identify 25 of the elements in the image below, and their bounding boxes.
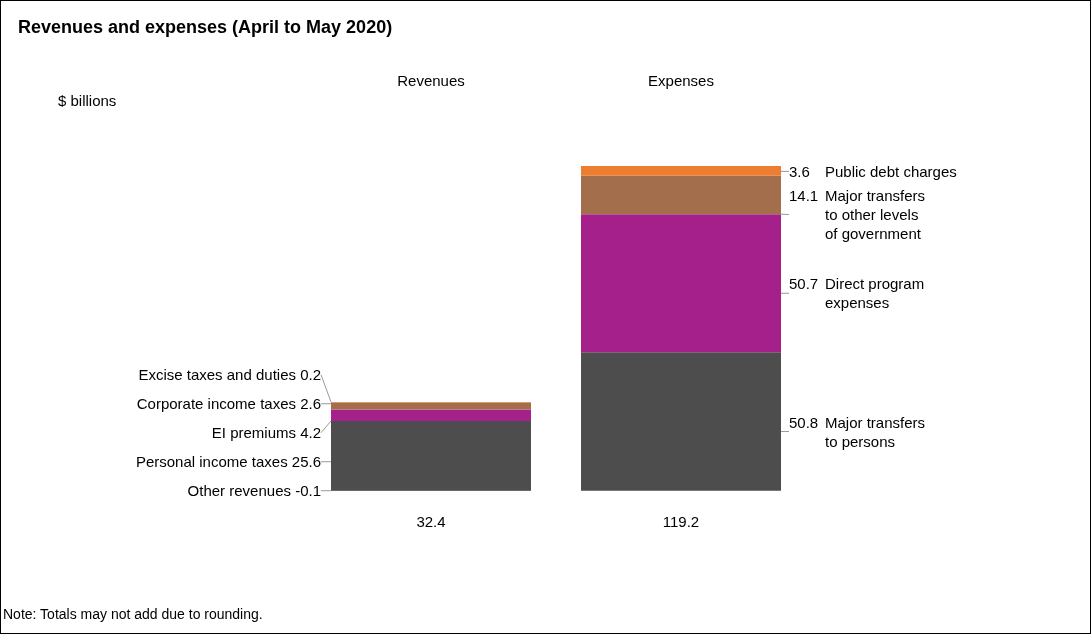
text: Personal income taxes bbox=[135, 453, 292, 471]
data-label: 2.6 bbox=[300, 395, 321, 413]
text: EI premiums bbox=[211, 424, 301, 442]
data-label: 4.2 bbox=[300, 424, 321, 442]
data-label: 25.6 bbox=[291, 453, 321, 471]
text: Major transfers to other levels of government bbox=[825, 187, 926, 243]
data-label: 3.6 bbox=[789, 162, 810, 180]
text: Major transfers to persons bbox=[825, 413, 926, 450]
data-label: 50.8 bbox=[789, 413, 819, 431]
x-tick-label: Expenses bbox=[648, 72, 714, 89]
total-label: 119.2 bbox=[662, 512, 700, 530]
text: $ billions bbox=[58, 92, 117, 109]
text: Direct program expenses bbox=[825, 275, 925, 312]
text: Note: Totals may not add due to rounding. bbox=[3, 606, 263, 622]
data-label: 14.1 bbox=[789, 187, 819, 205]
x-tick-label: Revenues bbox=[397, 72, 465, 89]
text: Excise taxes and duties bbox=[138, 366, 301, 384]
data-label: 0.2 bbox=[300, 366, 321, 384]
data-label: -0.1 bbox=[295, 482, 321, 500]
text: Public debt charges bbox=[825, 162, 957, 180]
chart-title: Revenues and expenses (April to May 2020) bbox=[18, 17, 393, 37]
data-label: 50.7 bbox=[789, 275, 819, 293]
text: Corporate income taxes bbox=[136, 395, 301, 413]
text: Other revenues bbox=[187, 482, 296, 500]
total-label: 32.4 bbox=[416, 512, 446, 530]
